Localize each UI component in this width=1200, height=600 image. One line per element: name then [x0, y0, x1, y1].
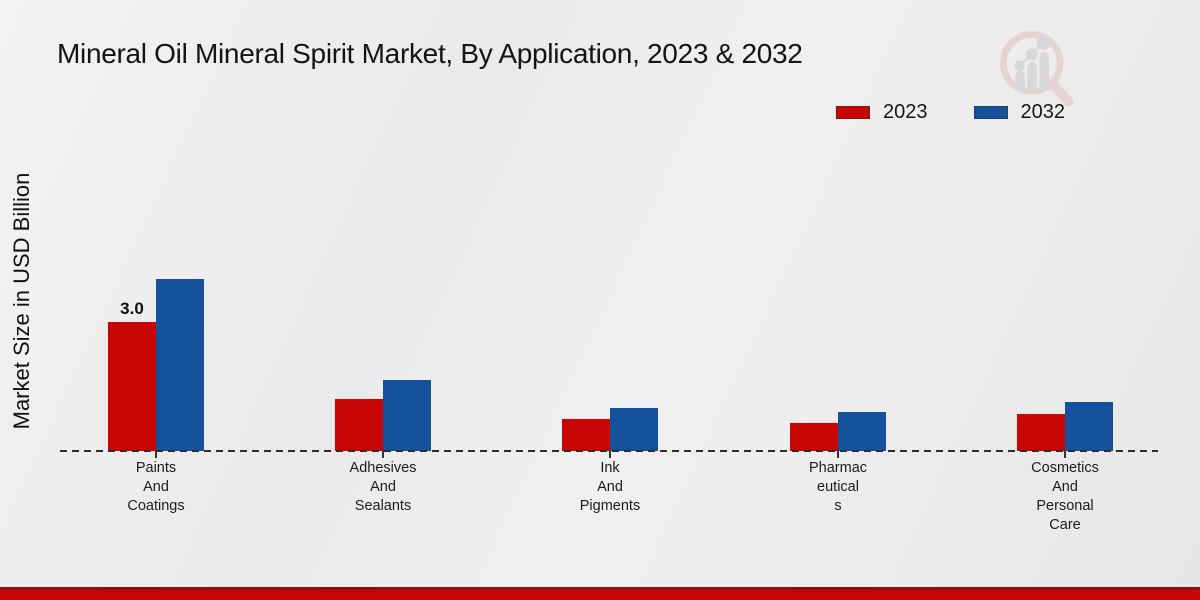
category-label-4: Cosmetics And Personal Care [1031, 460, 1099, 533]
legend-item-2032: 2032 [973, 101, 1066, 124]
footer-red-strip [0, 587, 1200, 600]
market-research-logo-watermark-icon [999, 31, 1074, 107]
bar-2032-3 [838, 412, 886, 451]
bar-2032-4 [1065, 402, 1113, 451]
axis-tick [609, 451, 611, 458]
axis-tick [1064, 451, 1066, 458]
legend-swatch-2032-icon [973, 106, 1008, 119]
bar-2032-1 [383, 380, 431, 451]
bar-2032-2 [610, 408, 658, 451]
bar-2023-0 [108, 322, 156, 451]
category-label-0: Paints And Coatings [127, 460, 185, 514]
category-label-3: Pharmac eutical s [808, 460, 868, 514]
category-label-1: Adhesives And Sealants [349, 460, 417, 514]
legend-swatch-2023-icon [836, 106, 870, 119]
axis-tick [155, 451, 157, 458]
bar-2023-2 [562, 419, 610, 451]
data-label-2023: 3.0 [120, 299, 144, 318]
axis-tick [837, 451, 839, 458]
legend-label-2032: 2032 [1020, 101, 1066, 123]
legend-item-2023: 2023 [836, 101, 928, 124]
bar-2023-1 [335, 399, 383, 451]
chart-title: Mineral Oil Mineral Spirit Market, By Ap… [57, 38, 803, 69]
bar-2032-0 [156, 279, 204, 451]
chart-legend: 2023 2032 [836, 101, 1065, 124]
category-label-2: Ink And Pigments [579, 460, 641, 514]
legend-label-2023: 2023 [883, 101, 928, 123]
bar-2023-3 [790, 423, 838, 451]
axis-tick [382, 451, 384, 458]
bar-2023-4 [1017, 414, 1065, 451]
